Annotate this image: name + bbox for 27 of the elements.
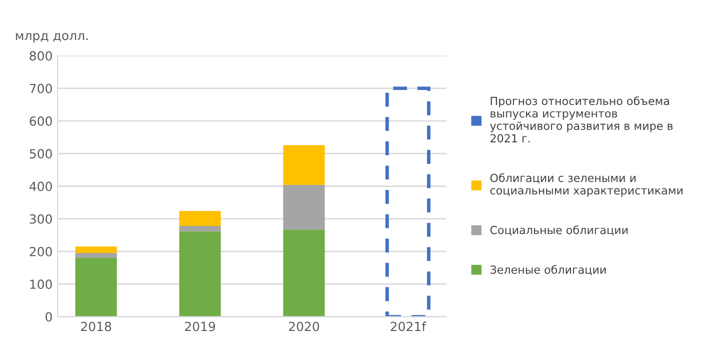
legend-label: Прогноз относительно объема выпуска иструментов устойчивого развития в мире в 2021 г. <box>490 96 673 142</box>
y-tick-label: 800 <box>30 51 52 61</box>
x-tick-label: 2018 <box>81 322 112 332</box>
bar <box>75 246 117 254</box>
y-tick-label: 700 <box>30 84 52 94</box>
y-tick-label: 0 <box>46 312 52 322</box>
bar <box>75 258 117 317</box>
y-tick-label: 500 <box>30 149 52 158</box>
y-tick-label: 400 <box>29 182 52 192</box>
bar <box>75 253 117 258</box>
bar <box>283 145 325 185</box>
x-tick-label: 2020 <box>288 322 320 332</box>
y-tick-label: 200 <box>30 246 52 256</box>
x-tick-label: 2021f <box>390 322 426 332</box>
legend-label: Облигации с зелеными и социальными характеристиками <box>490 173 683 197</box>
y-tick-label: 100 <box>30 280 52 289</box>
bar <box>179 226 221 232</box>
x-tick-label: 2019 <box>185 322 216 332</box>
bar <box>283 184 325 230</box>
legend-label: Социальные облигации <box>490 225 628 236</box>
bar <box>283 230 325 317</box>
y-axis-title: млрд долл. <box>16 33 88 43</box>
legend-label: Зеленые облигации <box>490 265 606 276</box>
bar <box>179 231 221 317</box>
bar <box>179 210 221 226</box>
y-tick-label: 600 <box>30 116 52 126</box>
y-tick-label: 300 <box>30 214 52 224</box>
